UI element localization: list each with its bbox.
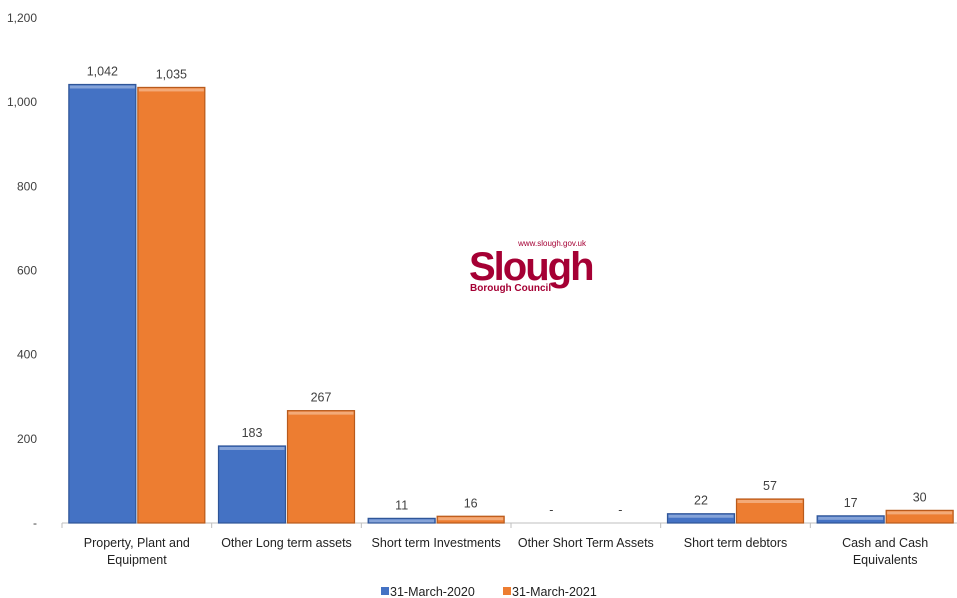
category-label: Cash and Cash Equivalents bbox=[842, 536, 928, 567]
y-tick-label: 400 bbox=[17, 348, 37, 362]
bar bbox=[436, 515, 505, 524]
category-label: Short term Investments bbox=[372, 536, 501, 550]
bar bbox=[816, 515, 885, 524]
bar-highlight bbox=[138, 88, 204, 92]
bar-highlight bbox=[818, 516, 884, 520]
data-label: 1,042 bbox=[87, 64, 118, 78]
data-label: 57 bbox=[763, 479, 777, 493]
legend-item-2021: 31-March-2021 bbox=[503, 585, 597, 598]
slough-logo: www.slough.gov.uk Slough Borough Council bbox=[469, 239, 595, 294]
data-label: 11 bbox=[395, 498, 408, 512]
y-axis: - 200 400 600 800 1,000 1,200 bbox=[7, 11, 37, 530]
data-label: 1,035 bbox=[156, 67, 187, 81]
x-axis: Property, Plant and Equipment Other Long t… bbox=[61, 522, 957, 567]
data-label: 17 bbox=[844, 496, 858, 510]
legend-swatch-2021 bbox=[503, 587, 511, 595]
legend: 31-March-2020 31-March-2021 bbox=[381, 585, 597, 598]
bar-highlight bbox=[887, 511, 953, 515]
y-tick-label: 200 bbox=[17, 432, 37, 446]
data-label: - bbox=[618, 503, 622, 517]
logo-name: Slough bbox=[469, 245, 593, 289]
category-label: Property, Plant and Equipment bbox=[84, 536, 190, 567]
legend-swatch-2020 bbox=[381, 587, 389, 595]
bar-highlight bbox=[737, 500, 803, 504]
bar-highlight bbox=[219, 446, 285, 450]
bar-highlight bbox=[438, 517, 504, 521]
y-tick-label: 600 bbox=[17, 264, 37, 278]
bar bbox=[68, 83, 137, 524]
bar-highlight bbox=[369, 519, 435, 523]
data-label: 183 bbox=[242, 426, 263, 440]
bar bbox=[217, 445, 287, 524]
data-label: 267 bbox=[311, 391, 332, 405]
legend-label-2021: 31-March-2021 bbox=[512, 585, 597, 598]
y-tick-label: 1,000 bbox=[7, 95, 37, 109]
y-tick-label: 1,200 bbox=[7, 11, 37, 25]
category-label: Other Short Term Assets bbox=[518, 536, 654, 550]
logo-subtitle: Borough Council bbox=[470, 283, 551, 294]
y-tick-label: 800 bbox=[17, 179, 37, 193]
bar-highlight bbox=[668, 514, 734, 518]
logo-url: www.slough.gov.uk bbox=[517, 239, 587, 248]
category-label: Other Long term assets bbox=[221, 536, 352, 550]
bar bbox=[367, 517, 436, 524]
y-tick-label: - bbox=[33, 516, 37, 530]
bar-highlight bbox=[288, 411, 354, 415]
data-label: 22 bbox=[694, 494, 708, 508]
data-label: - bbox=[549, 503, 553, 517]
bar bbox=[286, 410, 356, 524]
data-label: 30 bbox=[913, 490, 927, 504]
data-labels: 1,042 183 11 - 22 17 1,035 267 16 - 57 30 bbox=[87, 64, 927, 517]
bar bbox=[137, 86, 206, 524]
data-label: 16 bbox=[464, 496, 478, 510]
bar-highlight bbox=[69, 85, 135, 89]
bar bbox=[885, 509, 954, 524]
bar bbox=[735, 498, 805, 524]
bar bbox=[666, 513, 736, 524]
legend-label-2020: 31-March-2020 bbox=[390, 585, 475, 598]
category-label: Short term debtors bbox=[684, 536, 788, 550]
bars bbox=[68, 83, 954, 524]
legend-item-2020: 31-March-2020 bbox=[381, 585, 475, 598]
